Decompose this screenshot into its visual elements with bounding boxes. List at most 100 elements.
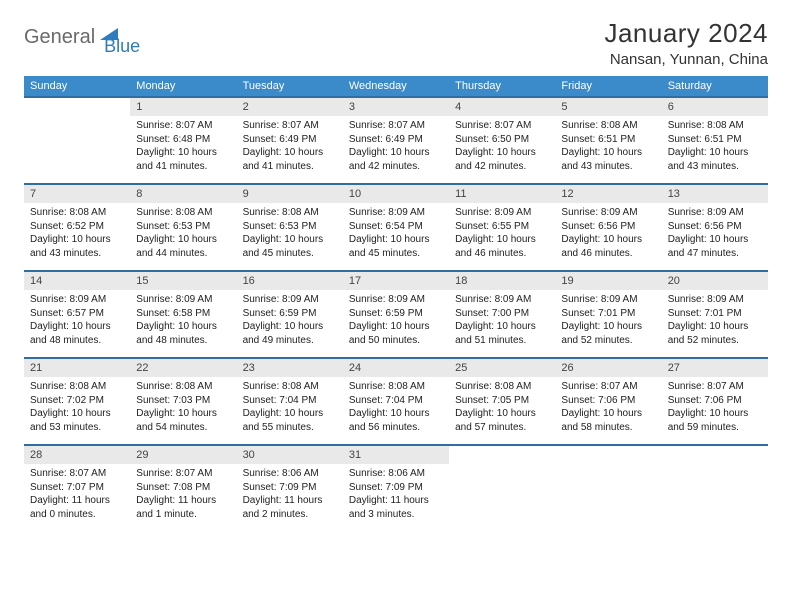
daylight-text-2: and 0 minutes. xyxy=(30,508,124,522)
day-number-row: 78910111213 xyxy=(24,184,768,203)
daylight-text-1: Daylight: 10 hours xyxy=(561,320,655,334)
weekday-header: Tuesday xyxy=(237,76,343,97)
day-number: 12 xyxy=(555,184,661,203)
daylight-text-1: Daylight: 10 hours xyxy=(243,146,337,160)
day-number: 27 xyxy=(662,358,768,377)
header: General Blue January 2024 Nansan, Yunnan… xyxy=(24,18,768,68)
daylight-text-2: and 43 minutes. xyxy=(561,160,655,174)
daylight-text-1: Daylight: 10 hours xyxy=(349,407,443,421)
weekday-header-row: Sunday Monday Tuesday Wednesday Thursday… xyxy=(24,76,768,97)
day-cell: Sunrise: 8:09 AMSunset: 7:01 PMDaylight:… xyxy=(555,290,661,358)
day-cell xyxy=(24,116,130,184)
day-body-row: Sunrise: 8:09 AMSunset: 6:57 PMDaylight:… xyxy=(24,290,768,358)
sunset-text: Sunset: 6:57 PM xyxy=(30,307,124,321)
day-number: 5 xyxy=(555,97,661,116)
daylight-text-1: Daylight: 10 hours xyxy=(136,407,230,421)
daylight-text-1: Daylight: 10 hours xyxy=(243,233,337,247)
sunset-text: Sunset: 6:51 PM xyxy=(668,133,762,147)
sunset-text: Sunset: 6:56 PM xyxy=(668,220,762,234)
day-cell: Sunrise: 8:07 AMSunset: 7:08 PMDaylight:… xyxy=(130,464,236,531)
daylight-text-2: and 41 minutes. xyxy=(243,160,337,174)
daylight-text-1: Daylight: 10 hours xyxy=(243,407,337,421)
daylight-text-1: Daylight: 10 hours xyxy=(561,146,655,160)
daylight-text-2: and 59 minutes. xyxy=(668,421,762,435)
day-cell: Sunrise: 8:09 AMSunset: 6:59 PMDaylight:… xyxy=(343,290,449,358)
sunset-text: Sunset: 7:09 PM xyxy=(349,481,443,495)
daylight-text-2: and 56 minutes. xyxy=(349,421,443,435)
daylight-text-2: and 42 minutes. xyxy=(455,160,549,174)
daylight-text-1: Daylight: 10 hours xyxy=(136,233,230,247)
weekday-header: Friday xyxy=(555,76,661,97)
sunrise-text: Sunrise: 8:09 AM xyxy=(668,206,762,220)
weekday-header: Sunday xyxy=(24,76,130,97)
day-cell: Sunrise: 8:08 AMSunset: 7:02 PMDaylight:… xyxy=(24,377,130,445)
day-number: 13 xyxy=(662,184,768,203)
day-cell: Sunrise: 8:09 AMSunset: 6:57 PMDaylight:… xyxy=(24,290,130,358)
sunrise-text: Sunrise: 8:07 AM xyxy=(136,467,230,481)
daylight-text-1: Daylight: 10 hours xyxy=(455,146,549,160)
daylight-text-2: and 52 minutes. xyxy=(668,334,762,348)
sunrise-text: Sunrise: 8:09 AM xyxy=(455,206,549,220)
day-number: 21 xyxy=(24,358,130,377)
sunrise-text: Sunrise: 8:08 AM xyxy=(349,380,443,394)
day-number: 25 xyxy=(449,358,555,377)
sunset-text: Sunset: 6:54 PM xyxy=(349,220,443,234)
day-cell: Sunrise: 8:09 AMSunset: 6:56 PMDaylight:… xyxy=(662,203,768,271)
sunset-text: Sunset: 6:59 PM xyxy=(349,307,443,321)
sunrise-text: Sunrise: 8:07 AM xyxy=(243,119,337,133)
day-body-row: Sunrise: 8:07 AMSunset: 6:48 PMDaylight:… xyxy=(24,116,768,184)
day-cell: Sunrise: 8:08 AMSunset: 6:53 PMDaylight:… xyxy=(130,203,236,271)
daylight-text-1: Daylight: 10 hours xyxy=(349,320,443,334)
sunset-text: Sunset: 7:09 PM xyxy=(243,481,337,495)
sunset-text: Sunset: 7:01 PM xyxy=(668,307,762,321)
daylight-text-2: and 45 minutes. xyxy=(243,247,337,261)
daylight-text-1: Daylight: 10 hours xyxy=(561,407,655,421)
daylight-text-2: and 2 minutes. xyxy=(243,508,337,522)
sunrise-text: Sunrise: 8:08 AM xyxy=(30,206,124,220)
day-number xyxy=(24,97,130,116)
day-cell: Sunrise: 8:08 AMSunset: 7:05 PMDaylight:… xyxy=(449,377,555,445)
day-cell: Sunrise: 8:08 AMSunset: 7:04 PMDaylight:… xyxy=(343,377,449,445)
daylight-text-1: Daylight: 11 hours xyxy=(243,494,337,508)
daylight-text-2: and 49 minutes. xyxy=(243,334,337,348)
sunrise-text: Sunrise: 8:09 AM xyxy=(561,293,655,307)
day-cell: Sunrise: 8:08 AMSunset: 6:53 PMDaylight:… xyxy=(237,203,343,271)
daylight-text-2: and 46 minutes. xyxy=(455,247,549,261)
sunrise-text: Sunrise: 8:09 AM xyxy=(561,206,655,220)
day-body-row: Sunrise: 8:08 AMSunset: 7:02 PMDaylight:… xyxy=(24,377,768,445)
sunrise-text: Sunrise: 8:09 AM xyxy=(455,293,549,307)
day-number: 15 xyxy=(130,271,236,290)
day-cell: Sunrise: 8:06 AMSunset: 7:09 PMDaylight:… xyxy=(237,464,343,531)
sunrise-text: Sunrise: 8:07 AM xyxy=(668,380,762,394)
daylight-text-1: Daylight: 10 hours xyxy=(30,320,124,334)
day-cell: Sunrise: 8:07 AMSunset: 6:48 PMDaylight:… xyxy=(130,116,236,184)
sunset-text: Sunset: 7:06 PM xyxy=(561,394,655,408)
day-number: 9 xyxy=(237,184,343,203)
day-number: 20 xyxy=(662,271,768,290)
day-number xyxy=(662,445,768,464)
sunrise-text: Sunrise: 8:08 AM xyxy=(243,380,337,394)
day-cell: Sunrise: 8:07 AMSunset: 7:06 PMDaylight:… xyxy=(555,377,661,445)
daylight-text-1: Daylight: 10 hours xyxy=(349,233,443,247)
logo-text-general: General xyxy=(24,26,95,49)
day-number: 31 xyxy=(343,445,449,464)
sunset-text: Sunset: 7:08 PM xyxy=(136,481,230,495)
sunrise-text: Sunrise: 8:09 AM xyxy=(349,206,443,220)
day-cell: Sunrise: 8:07 AMSunset: 6:49 PMDaylight:… xyxy=(237,116,343,184)
day-number: 1 xyxy=(130,97,236,116)
sunrise-text: Sunrise: 8:07 AM xyxy=(561,380,655,394)
calendar-table: Sunday Monday Tuesday Wednesday Thursday… xyxy=(24,76,768,531)
sunset-text: Sunset: 7:07 PM xyxy=(30,481,124,495)
day-cell: Sunrise: 8:09 AMSunset: 6:55 PMDaylight:… xyxy=(449,203,555,271)
sunset-text: Sunset: 7:04 PM xyxy=(243,394,337,408)
sunset-text: Sunset: 6:55 PM xyxy=(455,220,549,234)
daylight-text-1: Daylight: 10 hours xyxy=(243,320,337,334)
day-number-row: 21222324252627 xyxy=(24,358,768,377)
day-number: 6 xyxy=(662,97,768,116)
daylight-text-2: and 50 minutes. xyxy=(349,334,443,348)
daylight-text-1: Daylight: 10 hours xyxy=(668,146,762,160)
day-number: 29 xyxy=(130,445,236,464)
sunrise-text: Sunrise: 8:09 AM xyxy=(136,293,230,307)
day-cell xyxy=(662,464,768,531)
sunrise-text: Sunrise: 8:06 AM xyxy=(243,467,337,481)
